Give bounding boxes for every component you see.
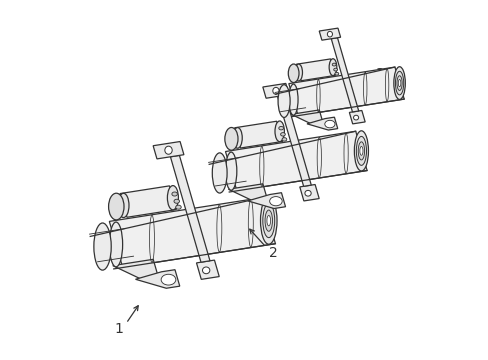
- Ellipse shape: [288, 64, 298, 82]
- Polygon shape: [153, 141, 183, 159]
- Text: 3: 3: [375, 67, 384, 81]
- Ellipse shape: [359, 147, 362, 155]
- Polygon shape: [225, 131, 366, 191]
- Circle shape: [324, 120, 334, 128]
- Polygon shape: [288, 67, 404, 116]
- Polygon shape: [262, 84, 288, 98]
- Ellipse shape: [393, 67, 405, 99]
- Text: 2: 2: [268, 246, 277, 260]
- Text: 1: 1: [114, 322, 123, 336]
- Ellipse shape: [167, 186, 178, 210]
- Ellipse shape: [174, 199, 179, 203]
- Ellipse shape: [278, 85, 289, 117]
- Ellipse shape: [175, 205, 181, 209]
- Ellipse shape: [331, 63, 335, 66]
- Ellipse shape: [266, 216, 270, 226]
- Ellipse shape: [326, 31, 332, 37]
- Ellipse shape: [262, 204, 274, 238]
- Polygon shape: [306, 117, 337, 130]
- Ellipse shape: [305, 190, 310, 196]
- Ellipse shape: [212, 153, 226, 193]
- Ellipse shape: [288, 84, 298, 115]
- Polygon shape: [296, 59, 335, 81]
- Circle shape: [161, 274, 176, 285]
- Ellipse shape: [356, 136, 366, 165]
- Ellipse shape: [172, 192, 177, 196]
- Polygon shape: [113, 259, 159, 281]
- Polygon shape: [319, 28, 340, 40]
- Ellipse shape: [272, 87, 279, 94]
- Ellipse shape: [94, 223, 111, 270]
- Ellipse shape: [224, 127, 238, 150]
- Ellipse shape: [294, 64, 302, 81]
- Ellipse shape: [334, 72, 338, 75]
- Polygon shape: [330, 38, 358, 112]
- Ellipse shape: [353, 115, 358, 120]
- Polygon shape: [348, 111, 365, 124]
- Polygon shape: [170, 156, 209, 262]
- Polygon shape: [290, 110, 323, 125]
- Ellipse shape: [358, 142, 364, 160]
- Polygon shape: [234, 121, 282, 148]
- Polygon shape: [109, 198, 275, 267]
- Ellipse shape: [225, 152, 236, 190]
- Ellipse shape: [280, 132, 285, 136]
- Ellipse shape: [278, 126, 283, 130]
- Ellipse shape: [232, 127, 242, 148]
- Polygon shape: [228, 184, 267, 202]
- Ellipse shape: [354, 131, 368, 171]
- Ellipse shape: [396, 76, 401, 90]
- Polygon shape: [247, 193, 285, 208]
- Ellipse shape: [328, 59, 336, 76]
- Polygon shape: [135, 270, 180, 288]
- Ellipse shape: [118, 193, 129, 217]
- Ellipse shape: [164, 146, 172, 154]
- Ellipse shape: [274, 121, 284, 142]
- Ellipse shape: [202, 267, 209, 274]
- Ellipse shape: [398, 80, 400, 87]
- Polygon shape: [196, 260, 219, 279]
- Circle shape: [269, 197, 282, 206]
- Polygon shape: [120, 186, 176, 217]
- Ellipse shape: [264, 210, 272, 231]
- Ellipse shape: [395, 71, 403, 95]
- Polygon shape: [277, 95, 311, 186]
- Ellipse shape: [282, 138, 286, 141]
- Ellipse shape: [260, 197, 277, 244]
- Ellipse shape: [109, 222, 122, 267]
- Ellipse shape: [108, 193, 124, 220]
- Ellipse shape: [333, 68, 337, 71]
- Polygon shape: [299, 185, 319, 201]
